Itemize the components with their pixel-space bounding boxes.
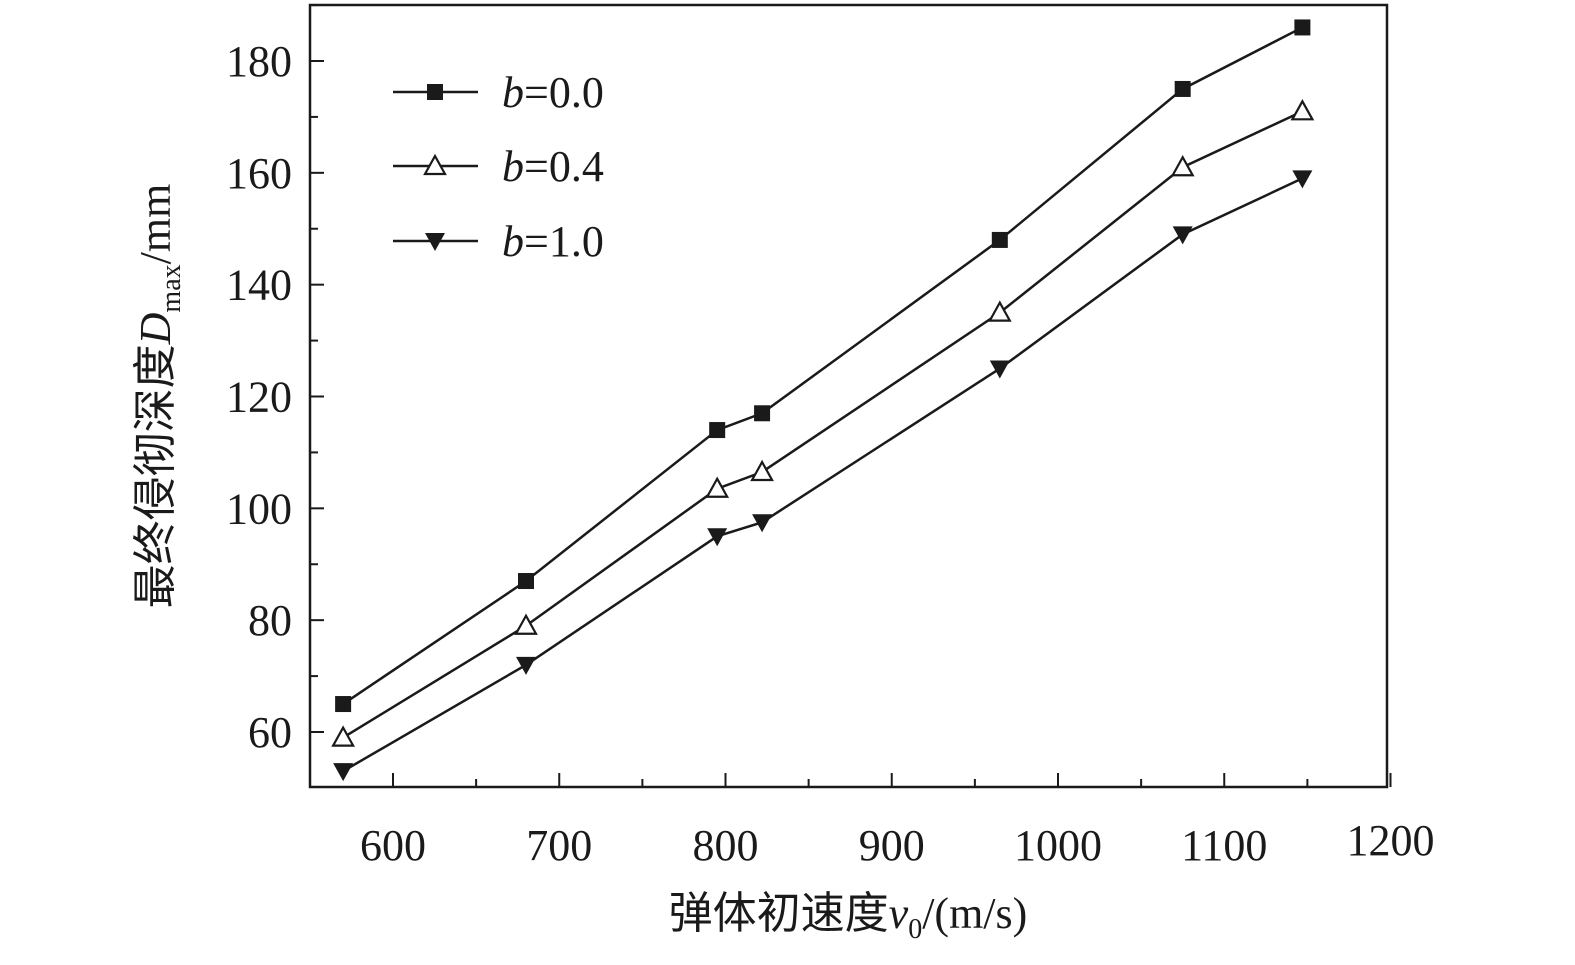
series-3 [333,170,1313,782]
data-point [705,476,730,498]
series-line [342,110,1303,739]
data-point [516,656,536,675]
data-point [514,613,538,635]
y-axis-title-var: D [131,312,180,345]
data-point [750,459,774,482]
x-axis-title: 弹体初速度v0/(m/s) [669,888,1028,945]
legend-label-var: b [502,142,524,191]
data-point [335,696,352,713]
x-tick-label: 1100 [1181,821,1267,870]
x-axis-title-sub: 0 [908,914,922,945]
legend-label-var: b [502,217,524,266]
y-axis-title-prefix: 最终侵彻深度 [130,344,181,608]
y-tick-label: 160 [226,149,292,198]
data-point [754,405,771,422]
data-point [1294,19,1311,36]
legend-label-value: =1.0 [524,217,604,266]
legend-marker [427,84,443,100]
legend-label: b=0.4 [502,142,604,191]
data-point [1292,170,1313,189]
series-line [342,177,1303,773]
legend-entry: b=0.4 [393,142,604,191]
data-point [752,514,773,533]
data-point [989,360,1010,379]
legend: b=0.0b=0.4b=1.0 [393,68,604,266]
data-point [1170,154,1195,177]
x-tick-label: 700 [526,821,592,870]
y-axis-title-suffix: /mm [131,184,180,265]
x-axis-title-prefix: 弹体初速度 [669,888,889,939]
x-axis-title-suffix: /(m/s) [922,889,1027,938]
data-point [333,763,354,782]
legend-label-value: =0.4 [524,142,604,191]
legend-marker [425,233,445,251]
data-point [1174,80,1191,97]
legend-label-value: =0.0 [524,68,604,117]
y-tick-label: 60 [248,708,292,757]
y-tick-label: 100 [226,484,292,533]
x-tick-label: 900 [859,821,925,870]
series-line [342,26,1303,706]
y-tick-label: 120 [226,372,292,421]
x-tick-label: 1000 [1014,821,1102,870]
series-1 [335,19,1311,713]
legend-label-var: b [502,68,524,117]
data-point [1290,99,1315,121]
x-tick-label: 600 [360,821,426,870]
series-layer [331,19,1315,782]
data-point [987,300,1012,322]
y-axis-title-sub: max [156,264,187,312]
x-axis-title-var: v [889,889,909,938]
legend-label: b=0.0 [502,68,604,117]
y-tick-label: 140 [226,261,292,310]
data-point [1172,226,1193,245]
legend-marker [423,153,447,176]
data-point [709,422,726,439]
legend-label: b=1.0 [502,217,604,266]
x-tick-label: 800 [693,821,759,870]
series-2 [331,99,1315,747]
legend-entry: b=1.0 [393,217,604,266]
data-point [331,725,355,747]
data-point [991,231,1008,248]
y-tick-label: 80 [248,596,292,645]
y-tick-label: 180 [226,37,292,86]
data-point [707,528,728,547]
legend-entry: b=0.0 [393,68,604,117]
y-axis-title: 最终侵彻深度Dmax/mm [130,184,187,609]
data-point [518,573,534,590]
plot-frame [308,3,1389,789]
axis-ticks: 600 700 800 900 1000 1100 1200 60 80 100 120 140 160… [226,4,1435,870]
x-tick-label: 1200 [1347,816,1435,865]
